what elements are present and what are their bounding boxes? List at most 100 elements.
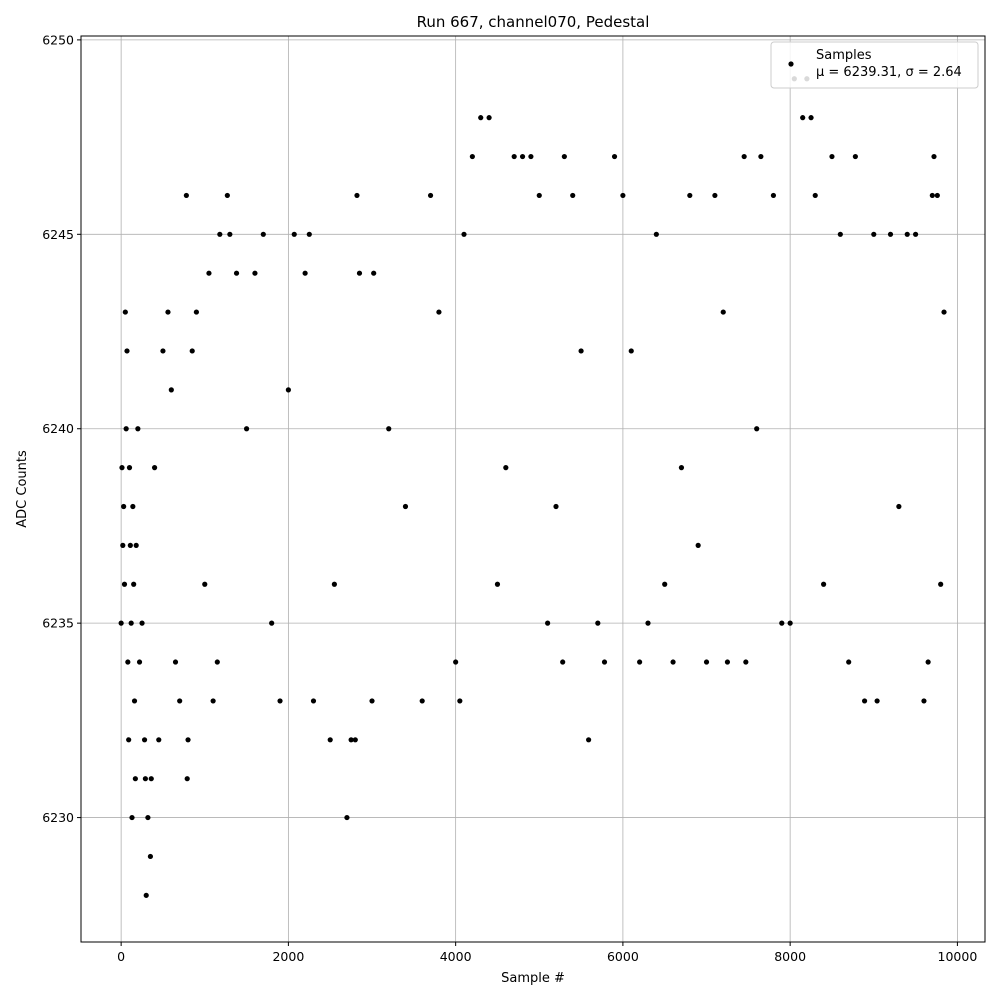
data-point [528, 153, 534, 160]
data-point [925, 659, 931, 665]
data-point [185, 737, 191, 743]
data-point [912, 231, 919, 237]
data-point [189, 348, 195, 354]
axis-ticks: 0 2000 4000 6000 8000 10000 6230 6235 6240 6245 62… [42, 32, 977, 964]
data-point [938, 581, 944, 587]
data-point [119, 465, 125, 471]
data-point [121, 503, 127, 510]
legend-marker [788, 61, 794, 67]
data-point [871, 231, 877, 237]
legend-box [770, 41, 979, 89]
data-point [852, 153, 858, 160]
data-point [812, 192, 818, 199]
x-tick-label: 4000 [440, 949, 472, 964]
data-point [436, 309, 442, 315]
data-point [620, 192, 626, 199]
data-point [371, 270, 377, 276]
data-point [277, 698, 283, 704]
x-axis-label: Sample # [501, 971, 565, 986]
data-point [356, 270, 363, 276]
data-point [260, 231, 266, 237]
data-point [120, 542, 126, 548]
data-point [369, 698, 375, 704]
data-point [177, 698, 183, 704]
data-point [494, 581, 501, 587]
data-point [168, 387, 174, 393]
data-point [145, 814, 151, 821]
data-point [133, 542, 139, 548]
y-tick-label: 6245 [42, 227, 74, 242]
data-point [352, 737, 358, 743]
data-point [147, 853, 154, 860]
data-point [611, 153, 618, 160]
data-point [570, 192, 576, 199]
data-point [720, 309, 726, 315]
y-tick-label: 6250 [42, 32, 74, 47]
data-point [637, 659, 643, 665]
data-point [160, 348, 166, 354]
data-point [122, 309, 128, 315]
data-point [125, 659, 131, 665]
data-point [861, 698, 868, 704]
data-point [545, 620, 551, 626]
data-point [310, 698, 317, 704]
data-point [128, 620, 134, 626]
data-point [904, 231, 910, 237]
data-point [896, 503, 902, 510]
data-point [586, 737, 592, 743]
y-tick-label: 6240 [42, 421, 74, 436]
data-point [787, 620, 793, 626]
y-tick-label: 6230 [42, 810, 74, 825]
data-point [132, 776, 138, 782]
data-point [131, 698, 138, 704]
data-point [553, 503, 559, 510]
data-point [233, 270, 240, 276]
y-tick-label: 6235 [42, 616, 74, 631]
data-point [874, 698, 880, 704]
data-point [779, 620, 785, 626]
data-point [386, 426, 392, 432]
data-point [118, 620, 124, 626]
data-point [126, 737, 132, 743]
data-point [821, 581, 827, 587]
data-point [184, 776, 190, 782]
data-point [344, 814, 350, 821]
data-point [121, 581, 128, 587]
data-point [348, 737, 354, 743]
data-point [129, 814, 135, 821]
data-point [139, 620, 145, 626]
data-point [931, 153, 937, 160]
data-point [486, 115, 492, 121]
data-point [601, 659, 608, 665]
data-point [662, 581, 668, 587]
data-point [131, 581, 137, 587]
data-point [653, 231, 659, 237]
data-point [291, 231, 297, 237]
data-point [252, 270, 258, 276]
data-point [193, 309, 199, 315]
data-point [143, 892, 149, 898]
data-point [151, 465, 158, 471]
x-tick-label: 2000 [272, 949, 304, 964]
data-point [142, 776, 148, 782]
data-point [628, 348, 634, 354]
data-point [183, 192, 189, 199]
data-point [172, 659, 179, 665]
data-point [754, 426, 760, 432]
data-point [645, 620, 651, 626]
data-point [503, 465, 509, 471]
data-point [519, 153, 526, 160]
data-point [741, 153, 747, 160]
data-point [402, 503, 409, 510]
data-point [595, 620, 601, 626]
x-tick-label: 0 [117, 949, 125, 964]
data-point [327, 737, 333, 743]
data-point [678, 465, 685, 471]
plot-frame [80, 35, 986, 943]
x-tick-label: 6000 [607, 949, 639, 964]
data-point [165, 309, 171, 315]
data-point [703, 659, 710, 665]
